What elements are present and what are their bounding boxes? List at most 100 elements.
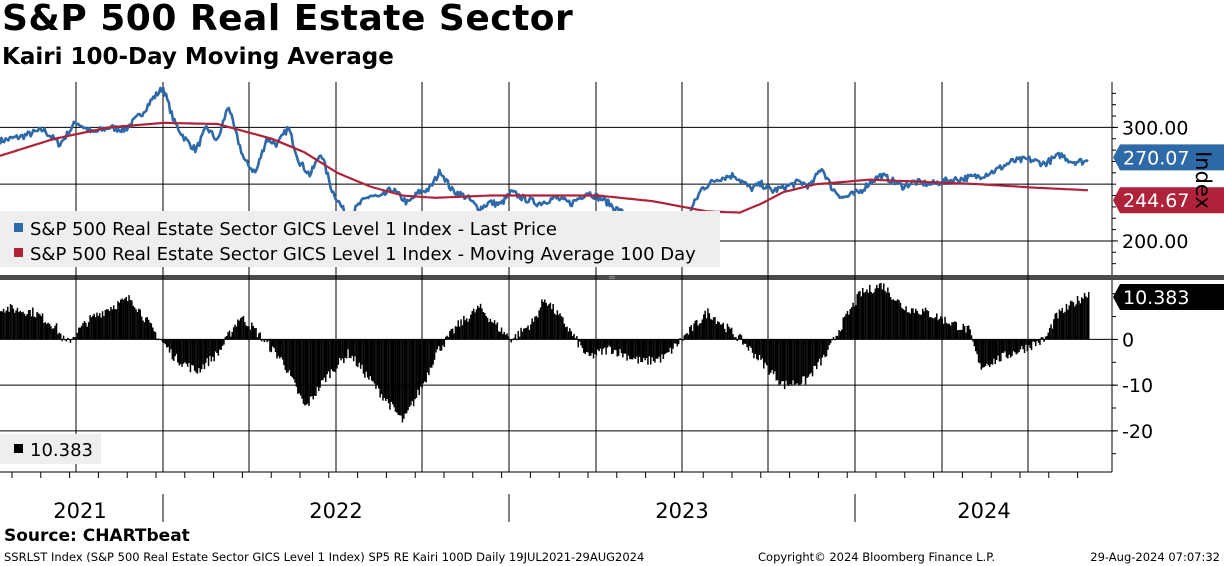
kairi-bar	[270, 339, 273, 353]
kairi-bar	[509, 339, 511, 341]
kairi-bar	[970, 335, 973, 340]
kairi-bar	[231, 332, 233, 340]
kairi-bar	[757, 339, 759, 361]
kairi-bar	[220, 339, 222, 350]
x-tick-label: 2021	[53, 499, 106, 523]
kairi-bar	[594, 339, 596, 354]
kairi-bar	[842, 317, 844, 340]
kairi-bar	[203, 339, 206, 370]
kairi-bar	[189, 339, 192, 373]
kairi-bar	[136, 312, 139, 340]
kairi-bar	[809, 339, 811, 375]
kairi-bar	[818, 339, 821, 359]
kairi-bar	[684, 334, 687, 340]
kairi-bar	[113, 305, 115, 340]
kairi-bar	[846, 311, 849, 340]
kairi-bar	[1072, 302, 1075, 340]
kairi-bar	[997, 339, 999, 356]
kairi-bar	[495, 324, 497, 340]
kairi-bar	[609, 339, 612, 347]
kairi-bar	[754, 339, 757, 354]
kairi-bar	[117, 301, 119, 340]
last-price-tag: 270.07	[1113, 144, 1224, 171]
kairi-bar	[810, 339, 812, 373]
kairi-bar	[1025, 339, 1027, 345]
kairi-bar	[284, 339, 287, 370]
kairi-bar	[36, 312, 38, 340]
kairi-bar	[207, 339, 210, 367]
kairi-bar	[545, 302, 547, 340]
kairi-bar	[587, 339, 589, 353]
kairi-bar	[1014, 339, 1016, 353]
kairi-bar	[276, 339, 278, 359]
kairi-bar	[305, 339, 307, 405]
kairi-bar	[86, 326, 88, 340]
kairi-bar	[373, 339, 376, 384]
kairi-bar	[753, 339, 755, 359]
kairi-bar	[938, 318, 941, 340]
ma-legend-label: S&P 500 Real Estate Sector GICS Level 1 …	[30, 244, 696, 265]
divider-grip-icon[interactable]: ═	[608, 273, 615, 282]
kairi-bar	[675, 339, 677, 344]
kairi-bar	[828, 339, 831, 346]
kairi-bar	[570, 331, 572, 340]
kairi-bar	[126, 301, 129, 340]
kairi-bar	[128, 295, 130, 340]
kairi-bar	[895, 300, 897, 340]
kairi-bar	[899, 302, 902, 340]
kairi-bar	[1026, 339, 1029, 352]
kairi-bar	[955, 322, 957, 340]
kairi-bar	[460, 319, 462, 340]
kairi-bar	[1068, 305, 1070, 340]
kairi-bar	[751, 339, 754, 353]
kairi-bar	[15, 310, 17, 340]
kairi-bar	[0, 311, 2, 340]
panel-divider[interactable]	[0, 275, 1224, 280]
kairi-bar	[412, 339, 415, 407]
kairi-bar	[192, 339, 194, 366]
kairi-bar	[849, 309, 851, 340]
kairi-bar	[435, 339, 437, 353]
kairi-bar	[866, 289, 868, 340]
kairi-bar	[959, 329, 962, 340]
kairi-bar	[885, 292, 888, 340]
kairi-bar	[977, 339, 980, 363]
kairi-bar	[362, 339, 365, 374]
kairi-bar	[739, 333, 741, 340]
kairi-bar	[153, 331, 155, 340]
kairi-bar	[173, 339, 175, 361]
kairi-bar	[591, 339, 593, 354]
kairi-bar	[1046, 335, 1048, 340]
kairi-bar	[672, 339, 674, 349]
kairi-bar	[929, 317, 931, 340]
kairi-bar	[689, 327, 691, 340]
kairi-bar	[831, 339, 833, 341]
kairi-bar	[511, 339, 514, 341]
kairi-bar	[742, 339, 744, 345]
kairi-bar	[975, 339, 977, 352]
kairi-bar	[258, 333, 260, 340]
kairi-bar	[76, 332, 79, 340]
kairi-bar	[761, 339, 764, 359]
kairi-bar	[259, 332, 261, 340]
kairi-bar	[669, 339, 671, 348]
kairi-bar	[767, 339, 769, 366]
kairi-bar	[986, 339, 988, 364]
kairi-bar	[82, 323, 84, 340]
kairi-bar	[983, 339, 985, 368]
kairi-bar	[438, 339, 440, 347]
kairi-bar	[104, 309, 107, 340]
kairi-bar	[301, 339, 303, 399]
kairi-bar	[859, 291, 861, 340]
kairi-bar	[640, 339, 642, 362]
kairi-bar	[860, 296, 863, 340]
kairi-bar	[492, 322, 494, 340]
kairi-bar	[800, 339, 803, 384]
kairi-bar	[995, 339, 998, 360]
kairi-bar	[1033, 339, 1036, 342]
kairi-bar	[776, 339, 779, 381]
kairi-bar	[498, 331, 500, 340]
kairi-bar	[516, 339, 518, 341]
kairi-bar	[75, 337, 77, 340]
kairi-bar	[518, 336, 521, 340]
